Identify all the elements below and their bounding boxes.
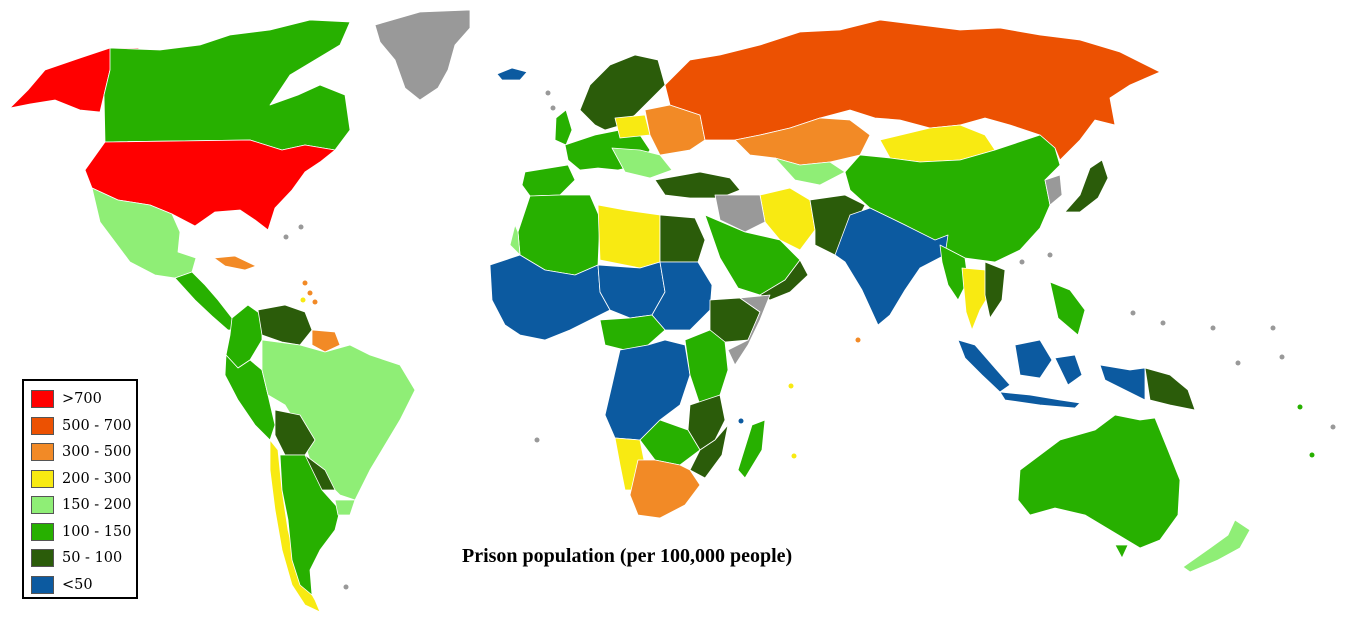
region-uruguay: [334, 499, 356, 516]
legend-swatch: [31, 416, 54, 435]
legend-item: >700: [31, 390, 137, 410]
legend-item: 200 - 300: [31, 469, 137, 490]
legend-label: 150 - 200: [62, 497, 132, 513]
region-vietnam: [984, 261, 1006, 319]
region-tasmania: [1114, 544, 1129, 559]
region-guianas: [311, 329, 341, 353]
legend-item: 50 - 100: [31, 549, 137, 569]
legend-item: 100 - 150: [31, 522, 137, 543]
region-india: [834, 207, 949, 326]
legend-swatch: [31, 575, 54, 594]
region-west-africa: [489, 254, 611, 341]
region-balkans: [611, 147, 673, 179]
map-title: Prison population (per 100,000 people): [462, 545, 793, 567]
region-east-africa: [684, 329, 729, 406]
region-myanmar: [939, 244, 969, 301]
region-sudan: [651, 261, 713, 331]
region-central-africa: [599, 314, 666, 351]
region-madagascar: [737, 419, 766, 479]
region-poland: [614, 114, 651, 139]
region-venezuela: [257, 304, 313, 346]
region-egypt: [659, 214, 706, 263]
region-brazil: [261, 339, 416, 501]
region-mexico: [91, 187, 197, 279]
region-western-sahara: [509, 224, 521, 256]
region-libya: [597, 204, 661, 269]
region-iran: [759, 187, 816, 251]
region-korea: [1044, 174, 1063, 206]
region-sumatra: [957, 339, 1011, 393]
legend: >700 500 - 700 300 - 500 200 - 300 150 - 200…: [22, 379, 138, 599]
region-kazakhstan: [734, 117, 871, 166]
region-oman-yemen: [759, 259, 809, 301]
legend-label: >700: [62, 391, 102, 407]
legend-label: <50: [62, 576, 93, 593]
region-turkey: [654, 171, 741, 199]
legend-item: 150 - 200: [31, 496, 137, 516]
region-japan: [1064, 159, 1109, 213]
region-borneo: [1014, 339, 1053, 379]
legend-swatch: [31, 390, 54, 408]
legend-swatch: [31, 496, 54, 514]
legend-label: 500 - 700: [62, 417, 132, 434]
region-somalia: [727, 294, 771, 366]
legend-item: <50: [31, 575, 137, 596]
legend-label: 100 - 150: [62, 523, 132, 540]
region-greenland: [374, 9, 471, 101]
region-cuba: [213, 255, 257, 271]
legend-label: 50 - 100: [62, 550, 123, 566]
region-scandinavia: [579, 54, 666, 131]
region-drc: [604, 339, 691, 441]
legend-swatch: [31, 522, 54, 541]
region-south-africa: [629, 459, 701, 519]
legend-label: 200 - 300: [62, 470, 132, 487]
region-iceland: [496, 67, 528, 81]
region-argentina: [279, 454, 341, 596]
legend-item: 300 - 500: [31, 443, 137, 463]
region-canada: [103, 19, 351, 151]
island-dots: [283, 90, 1336, 590]
region-new-zealand: [1182, 519, 1251, 573]
region-uk: [554, 109, 573, 146]
region-australia: [1017, 414, 1181, 549]
region-central-america: [174, 271, 241, 331]
region-spain: [521, 164, 576, 197]
legend-label: 300 - 500: [62, 444, 132, 460]
legend-item: 500 - 700: [31, 416, 137, 437]
region-java-sulawesi: [999, 354, 1146, 409]
region-philippines: [1049, 281, 1086, 336]
legend-swatch: [31, 443, 54, 461]
region-papua-new-guinea: [1144, 367, 1196, 411]
legend-swatch: [31, 469, 54, 488]
region-iraq-syria: [714, 194, 766, 233]
region-colombia: [225, 304, 263, 369]
legend-swatch: [31, 549, 54, 567]
